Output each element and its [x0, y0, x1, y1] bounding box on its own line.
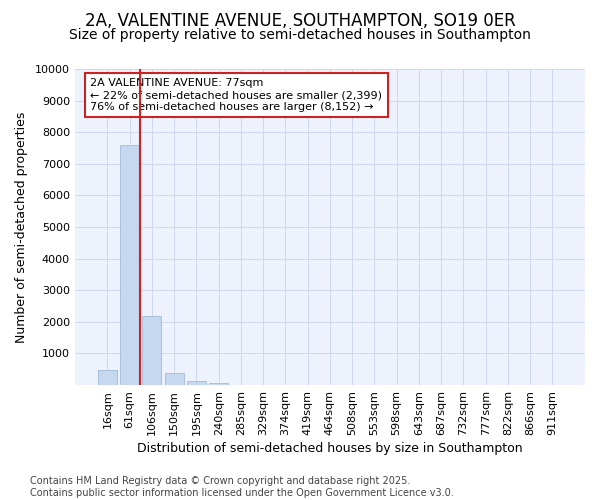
- Bar: [165, 373, 184, 385]
- Text: Size of property relative to semi-detached houses in Southampton: Size of property relative to semi-detach…: [69, 28, 531, 42]
- Bar: [209, 382, 228, 385]
- X-axis label: Distribution of semi-detached houses by size in Southampton: Distribution of semi-detached houses by …: [137, 442, 523, 455]
- Text: 2A, VALENTINE AVENUE, SOUTHAMPTON, SO19 0ER: 2A, VALENTINE AVENUE, SOUTHAMPTON, SO19 …: [85, 12, 515, 30]
- Bar: [187, 381, 206, 385]
- Text: Contains HM Land Registry data © Crown copyright and database right 2025.
Contai: Contains HM Land Registry data © Crown c…: [30, 476, 454, 498]
- Bar: [142, 316, 161, 385]
- Y-axis label: Number of semi-detached properties: Number of semi-detached properties: [15, 112, 28, 342]
- Text: 2A VALENTINE AVENUE: 77sqm
← 22% of semi-detached houses are smaller (2,399)
76%: 2A VALENTINE AVENUE: 77sqm ← 22% of semi…: [90, 78, 382, 112]
- Bar: [120, 146, 139, 385]
- Bar: [98, 370, 117, 385]
